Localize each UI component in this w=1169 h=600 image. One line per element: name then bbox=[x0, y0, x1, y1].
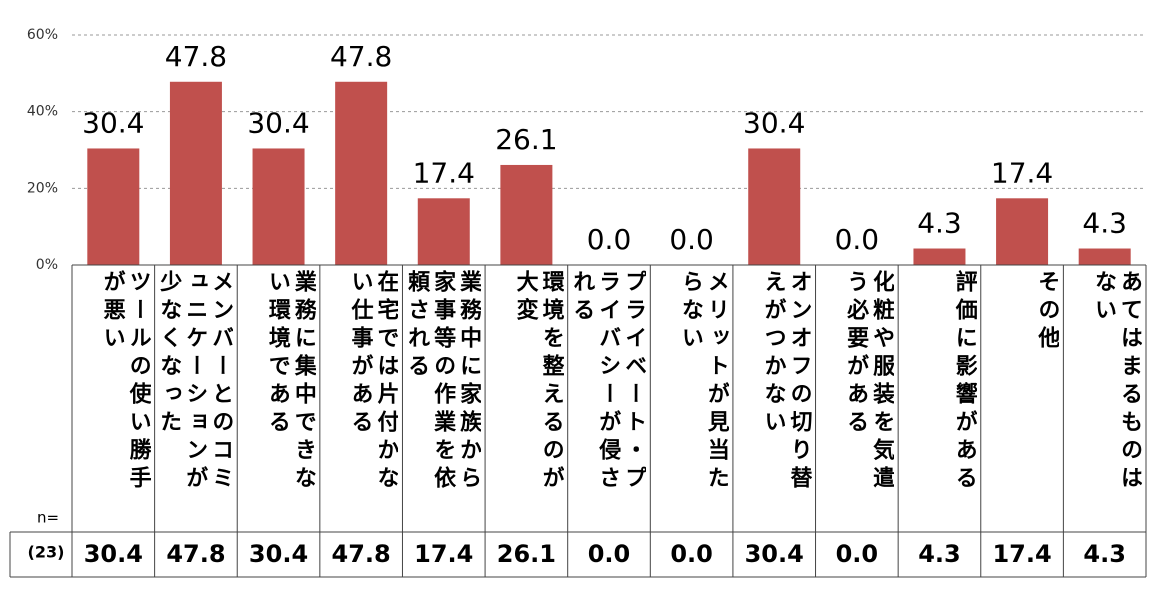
x-tick-label: メリットが見当たらない bbox=[677, 270, 729, 494]
data-label: 17.4 bbox=[413, 156, 475, 189]
data-label: 30.4 bbox=[82, 106, 144, 139]
table-value: 30.4 bbox=[84, 540, 143, 568]
y-tick-label: 40% bbox=[27, 104, 58, 120]
data-label: 0.0 bbox=[587, 223, 632, 256]
data-label: 47.8 bbox=[165, 40, 227, 73]
bar bbox=[87, 148, 140, 265]
y-tick-label: 60% bbox=[27, 27, 58, 43]
data-label: 30.4 bbox=[743, 106, 805, 139]
x-tick-label: オンオフの切り替えがつかない bbox=[760, 270, 812, 494]
x-tick-label: 評価に影響がある bbox=[951, 270, 977, 494]
data-label: 17.4 bbox=[991, 156, 1053, 189]
y-tick-label: 20% bbox=[27, 180, 58, 196]
bar bbox=[1078, 248, 1131, 265]
bar bbox=[169, 81, 222, 266]
x-tick-label: あてはまるものはない bbox=[1090, 270, 1142, 494]
x-tick-label: 在宅では片付かない仕事がある bbox=[347, 270, 399, 494]
bar bbox=[500, 164, 553, 265]
bar bbox=[252, 148, 305, 265]
table-value: 17.4 bbox=[414, 540, 473, 568]
data-label: 4.3 bbox=[917, 207, 962, 240]
table-value: 17.4 bbox=[992, 540, 1051, 568]
data-label: 0.0 bbox=[835, 223, 880, 256]
x-tick-label: プライベート・プライバシーが侵される bbox=[571, 270, 647, 494]
table-value: 4.3 bbox=[1083, 540, 1126, 568]
bar bbox=[996, 198, 1049, 265]
y-tick-label: 0% bbox=[36, 257, 58, 273]
x-tick-label: 業務に集中できない環境である bbox=[264, 270, 316, 494]
table-value: 0.0 bbox=[836, 540, 879, 568]
table-value: 0.0 bbox=[588, 540, 631, 568]
bar bbox=[335, 81, 388, 266]
table-value: 4.3 bbox=[918, 540, 961, 568]
table-value: 47.8 bbox=[332, 540, 391, 568]
table-value: 30.4 bbox=[745, 540, 804, 568]
data-label: 26.1 bbox=[495, 123, 557, 156]
bar bbox=[913, 248, 966, 265]
x-tick-label: 業務中に家族から家事等の作業を依頼される bbox=[406, 270, 482, 494]
bar bbox=[417, 198, 470, 265]
x-tick-label: ツールの使い勝手が悪い bbox=[99, 270, 151, 494]
table-value: 0.0 bbox=[670, 540, 713, 568]
table-value: 26.1 bbox=[497, 540, 556, 568]
table-value: 30.4 bbox=[249, 540, 308, 568]
data-label: 47.8 bbox=[330, 40, 392, 73]
n-label: n= bbox=[37, 509, 59, 527]
x-tick-label: メンバーとのコミュニケーションが少なくなった bbox=[158, 270, 234, 494]
data-label: 0.0 bbox=[669, 223, 714, 256]
data-label: 4.3 bbox=[1082, 207, 1127, 240]
data-label: 30.4 bbox=[247, 106, 309, 139]
x-tick-label: 環境を整えるのが大変 bbox=[512, 270, 564, 494]
bar bbox=[748, 148, 801, 265]
table-value: 47.8 bbox=[166, 540, 225, 568]
x-tick-label: 化粧や服装を気遣う必要がある bbox=[843, 270, 895, 494]
n-value: (23) bbox=[28, 543, 65, 562]
x-tick-label: その他 bbox=[1034, 270, 1060, 354]
